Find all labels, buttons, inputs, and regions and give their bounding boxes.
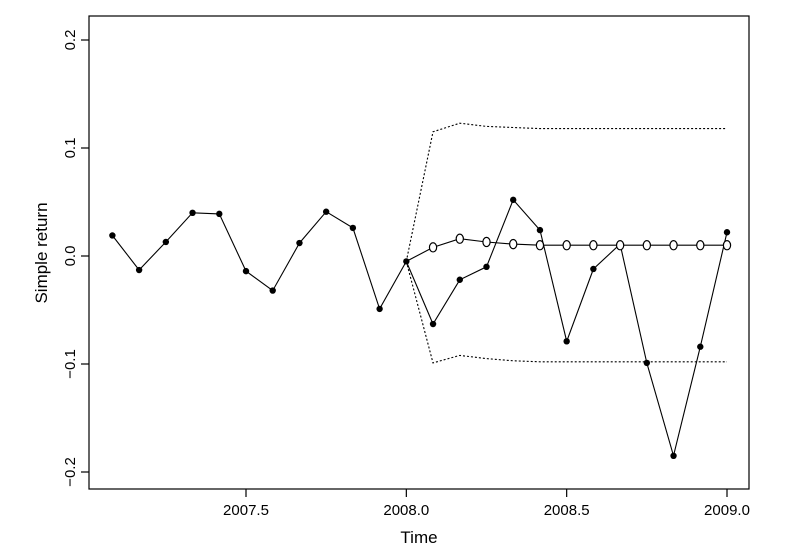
x-tick-label: 2008.5 <box>544 502 590 519</box>
x-tick-label: 2008.0 <box>383 502 429 519</box>
lower-band-series-line <box>405 261 727 364</box>
data-point <box>723 229 731 236</box>
data-point <box>643 359 651 367</box>
plot-frame <box>88 15 750 490</box>
x-axis: 2007.5 2008.0 2008.5 2009.0 <box>223 489 750 519</box>
y-tick-label: −0.2 <box>62 457 79 487</box>
data-point <box>349 224 357 232</box>
forecast-point <box>722 239 732 251</box>
forecast-point <box>482 236 491 248</box>
forecast-point <box>535 239 545 251</box>
data-point <box>135 266 143 274</box>
returns-series-line <box>111 198 728 458</box>
y-tick-label: −0.1 <box>62 349 79 379</box>
forecast-point <box>615 239 625 251</box>
forecast-point <box>509 238 518 250</box>
y-tick-label: 0.1 <box>62 138 79 159</box>
y-axis: −0.2 −0.1 0.0 0.1 0.2 <box>62 30 89 487</box>
data-point <box>189 209 196 216</box>
y-tick-label: 0.0 <box>62 246 79 267</box>
lower-band-series <box>405 261 727 364</box>
data-point <box>162 238 170 246</box>
data-point <box>536 226 544 234</box>
data-point <box>429 320 437 328</box>
forecast-point <box>642 239 652 251</box>
forecast-point <box>669 239 678 251</box>
data-point <box>563 338 570 345</box>
forecast-point <box>589 239 598 251</box>
forecast-point <box>562 239 571 251</box>
data-point <box>376 305 383 313</box>
data-point <box>456 276 463 283</box>
data-point <box>242 267 250 275</box>
forecast-point <box>696 239 705 251</box>
forecast-series <box>406 233 732 262</box>
x-tick-label: 2007.5 <box>223 502 269 519</box>
returns-series <box>109 196 731 459</box>
data-point <box>697 343 704 350</box>
y-axis-title: Simple return <box>32 202 51 303</box>
data-point <box>216 210 223 218</box>
data-point <box>483 263 490 270</box>
upper-band-series-line <box>405 122 727 262</box>
data-point <box>109 232 116 239</box>
y-tick-label: 0.2 <box>62 30 79 51</box>
data-point <box>670 452 677 459</box>
data-point <box>322 208 330 215</box>
data-point <box>590 265 597 273</box>
series-layer <box>109 122 732 459</box>
data-point <box>510 196 517 204</box>
upper-band-series <box>405 122 727 262</box>
data-point <box>296 239 303 247</box>
forecast-point <box>428 242 438 253</box>
x-axis-title: Time <box>400 528 437 547</box>
forecast-point <box>455 233 464 244</box>
data-point <box>269 287 276 294</box>
x-tick-label: 2009.0 <box>704 502 750 519</box>
